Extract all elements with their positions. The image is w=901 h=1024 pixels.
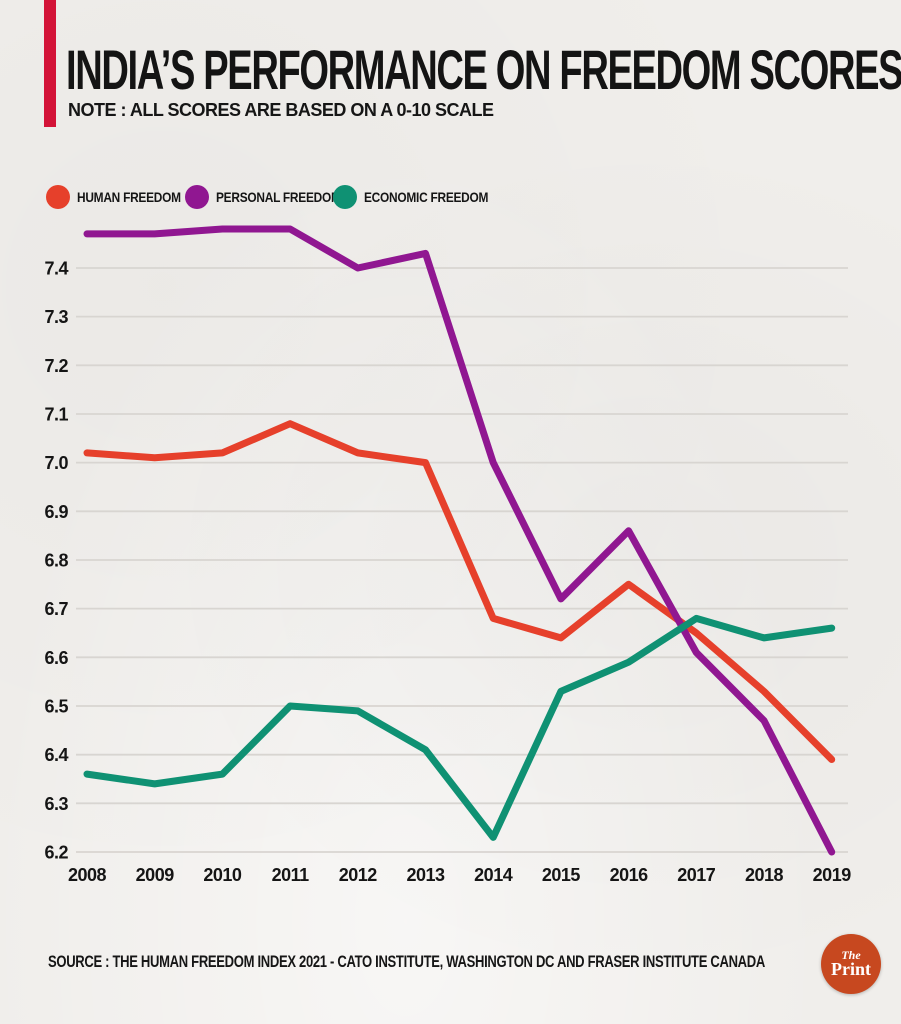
legend-label: HUMAN FREEDOM (77, 189, 181, 205)
chart-note: NOTE : ALL SCORES ARE BASED ON A 0-10 SC… (68, 100, 494, 120)
legend-item-human-freedom: HUMAN FREEDOM (46, 185, 199, 209)
y-tick-label: 7.3 (44, 307, 68, 327)
y-tick-label: 6.6 (44, 648, 68, 668)
y-tick-label: 7.4 (44, 259, 68, 279)
legend-item-personal-freedom: PERSONAL FREEDOM (185, 185, 363, 209)
legend-label: ECONOMIC FREEDOM (364, 189, 489, 205)
y-tick-label: 6.7 (44, 599, 68, 619)
series-line-economic-freedom (83, 614, 836, 841)
series-line-personal-freedom (83, 225, 836, 856)
source-text: SOURCE : THE HUMAN FREEDOM INDEX 2021 - … (48, 953, 765, 971)
chart-legend: HUMAN FREEDOM PERSONAL FREEDOM ECONOMIC … (0, 185, 901, 211)
x-tick-label: 2014 (474, 865, 513, 885)
y-tick-label: 6.4 (44, 745, 68, 765)
y-tick-label: 6.9 (44, 502, 68, 522)
series-line-human-freedom (83, 420, 836, 763)
x-tick-label: 2013 (406, 865, 445, 885)
x-tick-label: 2009 (136, 865, 175, 885)
x-tick-label: 2017 (677, 865, 716, 885)
x-tick-label: 2012 (339, 865, 378, 885)
legend-item-economic-freedom: ECONOMIC FREEDOM (333, 185, 510, 209)
logo-text-the: The (841, 948, 861, 962)
print-logo: The Print (821, 934, 881, 994)
y-tick-label: 7.2 (44, 356, 68, 376)
x-tick-label: 2015 (542, 865, 581, 885)
legend-label: PERSONAL FREEDOM (216, 189, 341, 205)
y-tick-label: 6.2 (44, 843, 68, 863)
accent-bar (44, 0, 56, 127)
y-tick-label: 7.1 (44, 405, 68, 425)
y-tick-label: 6.5 (44, 697, 68, 717)
personal-freedom-dot-icon (185, 185, 209, 209)
x-tick-label: 2019 (813, 865, 852, 885)
y-tick-label: 6.3 (44, 794, 68, 814)
human-freedom-dot-icon (46, 185, 70, 209)
page-title: INDIA’S PERFORMANCE ON FREEDOM SCORES (66, 38, 901, 101)
x-tick-label: 2016 (610, 865, 649, 885)
x-tick-label: 2008 (68, 865, 107, 885)
economic-freedom-dot-icon (333, 185, 357, 209)
y-tick-label: 6.8 (44, 551, 68, 571)
x-tick-label: 2018 (745, 865, 784, 885)
y-tick-label: 7.0 (44, 453, 68, 473)
logo-text-print: Print (831, 959, 871, 979)
x-tick-label: 2011 (272, 865, 310, 885)
x-tick-label: 2010 (203, 865, 242, 885)
